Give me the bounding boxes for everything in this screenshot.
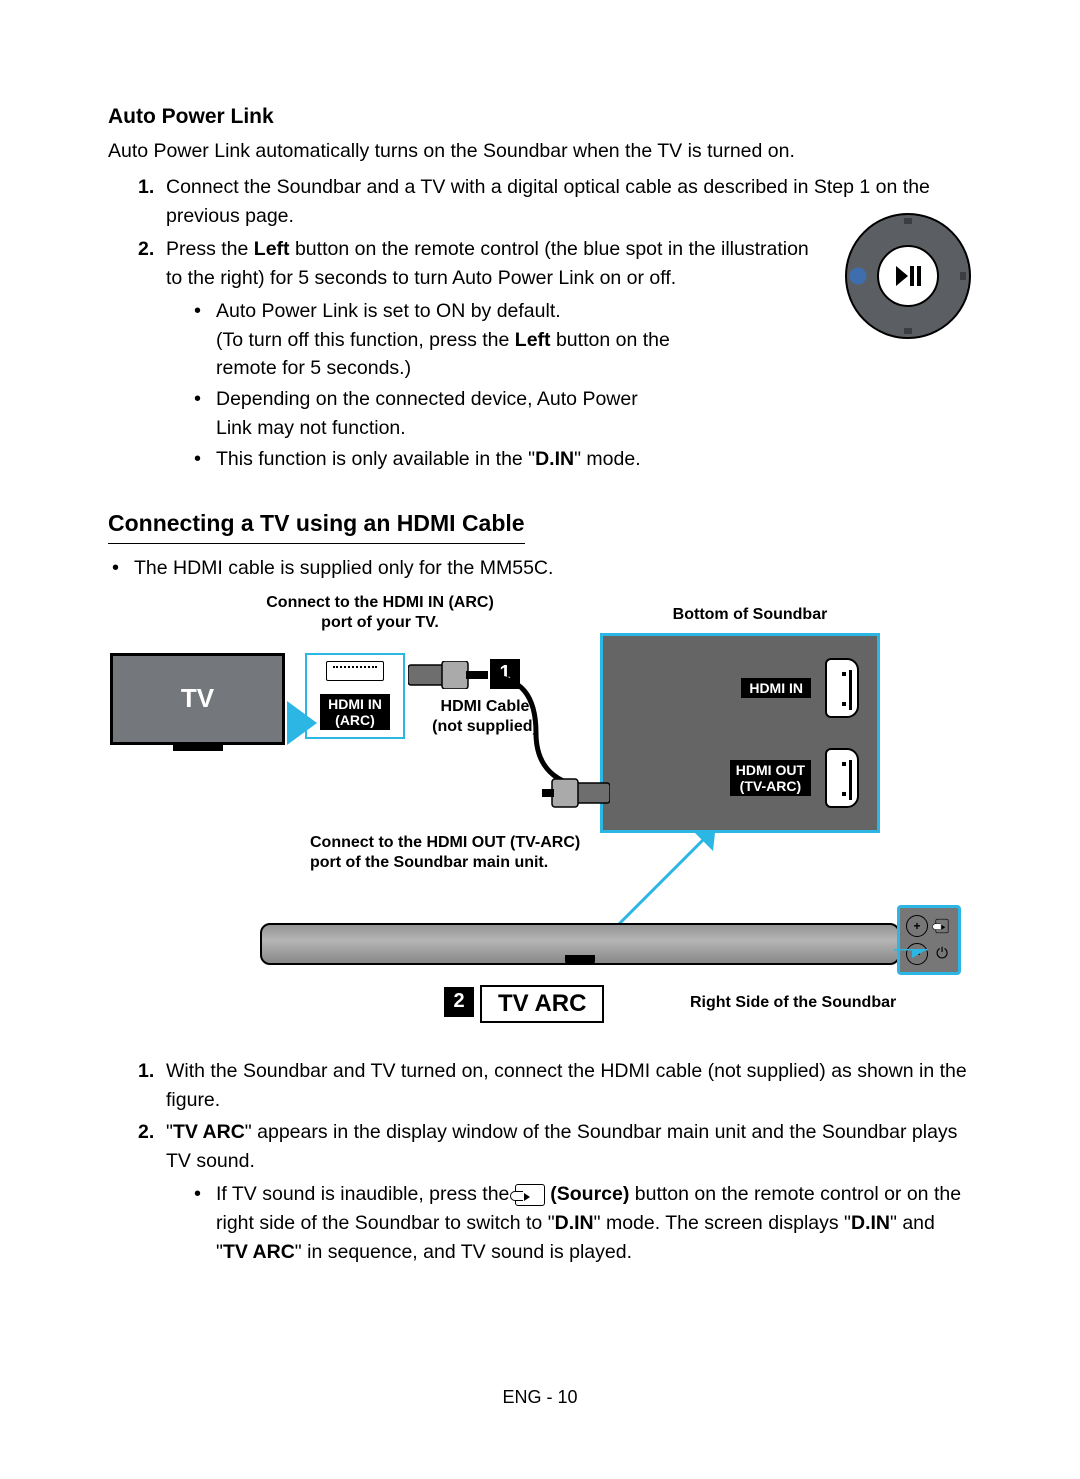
- connect-out-label: Connect to the HDMI OUT (TV-ARC) port of…: [310, 833, 600, 873]
- bullet-bold: D.IN: [555, 1212, 594, 1234]
- soundbar-bottom-panel: HDMI IN HDMI OUT (TV-ARC): [600, 633, 880, 833]
- step-text: Connect the Soundbar and a TV with a dig…: [166, 176, 930, 227]
- volume-up-icon: +: [906, 915, 928, 937]
- hdmi-out-label: HDMI OUT (TV-ARC): [730, 760, 811, 796]
- connect-tv-label: Connect to the HDMI IN (ARC) port of you…: [265, 593, 495, 633]
- apl-bullet-2: Depending on the connected device, Auto …: [194, 385, 822, 443]
- label-text: (not supplied): [432, 718, 538, 735]
- soundbar-side-view: [260, 923, 900, 965]
- bullet-text: This function is only available in the ": [216, 448, 535, 470]
- step-bold: Left: [254, 238, 290, 260]
- bottom-soundbar-label: Bottom of Soundbar: [650, 605, 850, 625]
- page-footer: ENG - 10: [108, 1387, 972, 1408]
- badge-2: 2: [444, 987, 474, 1017]
- hdmi-cable-label: HDMI Cable (not supplied): [425, 697, 545, 737]
- hdmi-in-port-icon: [825, 658, 859, 718]
- soundbar-side-panel: + − ⏻: [897, 905, 961, 975]
- step-text: With the Soundbar and TV turned on, conn…: [166, 1060, 967, 1111]
- hdmi-sub-bullet: If TV sound is inaudible, press the (Sou…: [194, 1180, 972, 1267]
- bullet-text: Auto Power Link is set to ON by default.: [216, 300, 561, 322]
- source-icon: [932, 917, 952, 935]
- label-text: HDMI Cable: [441, 698, 530, 715]
- bullet-bold: TV ARC: [223, 1241, 295, 1263]
- bullet-text: If TV sound is inaudible, press the: [216, 1183, 515, 1205]
- hdmi-step-1: 1. With the Soundbar and TV turned on, c…: [138, 1057, 972, 1115]
- auto-power-link-heading: Auto Power Link: [108, 105, 972, 129]
- tv-arc-box: TV ARC: [480, 985, 604, 1023]
- hdmi-in-label: HDMI IN: [741, 678, 811, 698]
- apl-step-1: 1. Connect the Soundbar and a TV with a …: [138, 173, 972, 231]
- hdmi-note: The HDMI cable is supplied only for the …: [112, 554, 972, 583]
- hdmi-out-port-icon: [825, 748, 859, 808]
- bullet-text: " mode. The screen displays ": [594, 1212, 851, 1234]
- hdmi-connection-diagram: Connect to the HDMI IN (ARC) port of you…: [110, 593, 970, 1033]
- step-bold: TV ARC: [173, 1121, 245, 1143]
- power-icon: ⏻: [932, 945, 952, 963]
- step-number: 2.: [138, 1118, 154, 1147]
- source-icon: [515, 1184, 545, 1206]
- hdmi-connector-icon: [408, 661, 488, 689]
- right-side-label: Right Side of the Soundbar: [690, 993, 920, 1013]
- step-number: 1.: [138, 1057, 154, 1086]
- tv-hdmi-port-box: HDMI IN (ARC): [305, 653, 405, 739]
- hdmi-in-arc-label: HDMI IN (ARC): [320, 694, 390, 730]
- bullet-bold: D.IN: [535, 448, 574, 470]
- volume-down-icon: −: [906, 943, 928, 965]
- tv-illustration: TV: [110, 653, 285, 753]
- bullet-bold: D.IN: [851, 1212, 890, 1234]
- step-text: ": [166, 1121, 173, 1143]
- hdmi-section-heading: Connecting a TV using an HDMI Cable: [108, 510, 525, 544]
- step-text: Press the: [166, 238, 254, 260]
- hdmi-connector-icon: [542, 777, 610, 809]
- bullet-bold: (Source): [545, 1183, 630, 1205]
- step-number: 1.: [138, 173, 154, 202]
- bullet-text: " in sequence, and TV sound is played.: [295, 1241, 632, 1263]
- step-number: 2.: [138, 235, 154, 264]
- bullet-text: (To turn off this function, press the: [216, 329, 515, 351]
- step-text: " appears in the display window of the S…: [166, 1121, 957, 1172]
- hdmi-step-2: 2. "TV ARC" appears in the display windo…: [138, 1118, 972, 1266]
- tv-label: TV: [110, 653, 285, 745]
- bullet-bold: Left: [515, 329, 551, 351]
- auto-power-link-intro: Auto Power Link automatically turns on t…: [108, 137, 972, 165]
- apl-bullet-1: Auto Power Link is set to ON by default.…: [194, 297, 822, 384]
- badge-1: 1: [490, 659, 520, 689]
- apl-bullet-3: This function is only available in the "…: [194, 445, 822, 474]
- apl-step-2: 2. Press the Left button on the remote c…: [138, 235, 972, 474]
- bullet-text: " mode.: [574, 448, 641, 470]
